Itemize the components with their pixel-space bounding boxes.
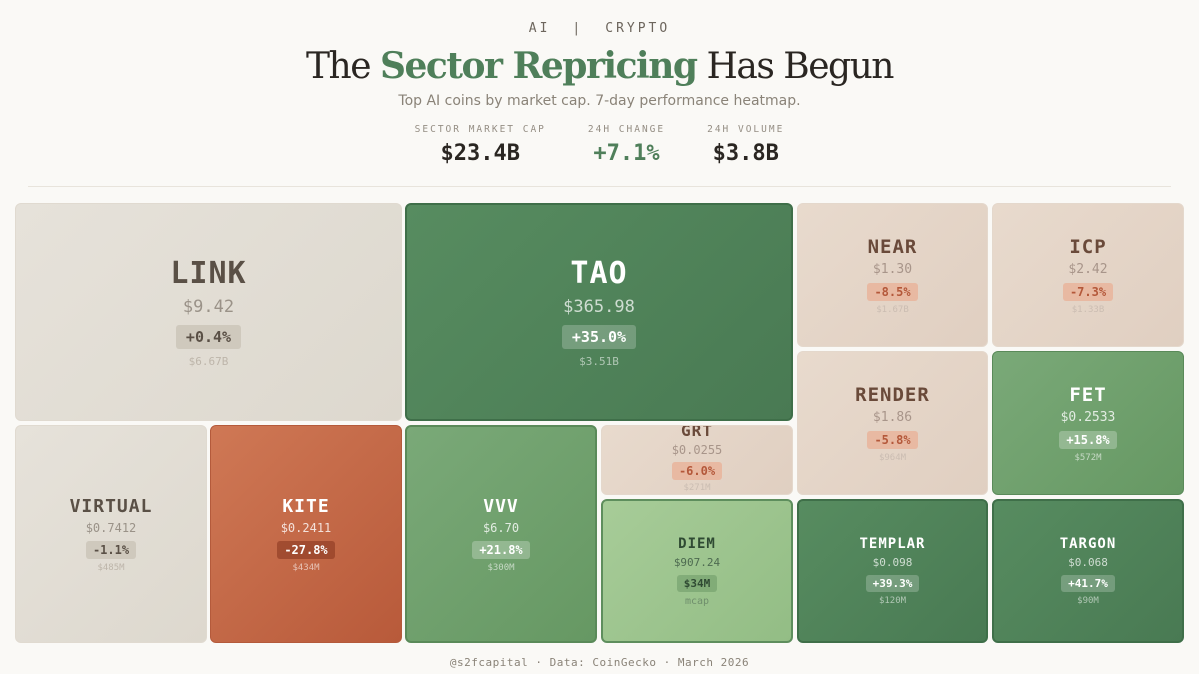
tile-price: $907.24 <box>673 555 721 569</box>
tile-price: $9.42 <box>182 297 235 317</box>
tile-near[interactable]: NEAR $1.30 -8.5% $1.67B <box>797 203 988 347</box>
tile-price: $1.30 <box>872 261 913 277</box>
tile-symbol: TEMPLAR <box>859 536 926 552</box>
tag-separator: | <box>572 21 584 36</box>
tile-mcap: $120M <box>878 596 907 606</box>
tile-mcap: $964M <box>878 452 907 463</box>
stat-label: 24H CHANGE <box>587 124 666 135</box>
tile-change: -5.8% <box>867 430 918 449</box>
stat-24h-volume: 24H VOLUME $3.8B <box>707 124 784 166</box>
tile-mcap: $572M <box>1074 452 1102 463</box>
tile-change: -6.0% <box>671 462 723 480</box>
tile-symbol: DIEM <box>678 535 716 552</box>
tile-symbol: TAO <box>570 256 628 291</box>
tile-price: $0.2411 <box>280 520 332 535</box>
tile-symbol: FET <box>1069 383 1107 406</box>
footer-credit: @s2fcapital · Data: CoinGecko · March 20… <box>449 656 750 669</box>
tile-symbol: VIRTUAL <box>69 495 153 517</box>
page-title: The Sector Repricing Has Begun <box>0 44 1199 89</box>
tile-change: +21.8% <box>472 540 530 559</box>
stat-label: SECTOR MARKET CAP <box>414 124 546 135</box>
title-suffix: Has Begun <box>696 46 894 87</box>
header-divider <box>28 186 1171 187</box>
tile-targon[interactable]: TARGON $0.068 +41.7% $90M <box>992 499 1184 643</box>
tile-tao[interactable]: TAO $365.98 +35.0% $3.51B <box>405 203 793 421</box>
stats-bar: SECTOR MARKET CAP $23.4B 24H CHANGE +7.1… <box>0 124 1199 166</box>
tile-change: +41.7% <box>1061 575 1115 592</box>
tile-render[interactable]: RENDER $1.86 -5.8% $964M <box>797 351 988 495</box>
tile-change: +0.4% <box>175 325 242 349</box>
tile-symbol: GRT <box>681 425 713 440</box>
tile-mcap: $90M <box>1077 596 1099 606</box>
tile-fet[interactable]: FET $0.2533 +15.8% $572M <box>992 351 1184 495</box>
tile-mcap: $485M <box>97 562 125 573</box>
tile-price: $6.70 <box>482 520 520 535</box>
tile-mcap: mcap <box>684 595 710 607</box>
tile-vvv[interactable]: VVV $6.70 +21.8% $300M <box>405 425 597 643</box>
tile-mcap: $434M <box>292 562 320 573</box>
tag-ai: AI <box>528 21 551 36</box>
tile-price: $0.2533 <box>1060 409 1116 425</box>
tile-symbol: RENDER <box>855 383 930 406</box>
tile-mcap: $271M <box>683 483 711 493</box>
tile-symbol: TARGON <box>1059 536 1117 552</box>
tile-mcap: $6.67B <box>188 355 229 368</box>
tile-symbol: LINK <box>170 256 247 291</box>
stat-label: 24H VOLUME <box>707 124 785 135</box>
tile-mcap: $1.67B <box>876 304 909 315</box>
tile-price: $0.0255 <box>671 443 723 457</box>
tile-kite[interactable]: KITE $0.2411 -27.8% $434M <box>210 425 402 643</box>
tile-symbol: VVV <box>483 495 519 517</box>
stat-24h-change: 24H CHANGE +7.1% <box>588 124 665 166</box>
tile-mcap: $1.33B <box>1071 304 1105 315</box>
tile-virtual[interactable]: VIRTUAL $0.7412 -1.1% $485M <box>15 425 207 643</box>
tile-icp[interactable]: ICP $2.42 -7.3% $1.33B <box>992 203 1184 347</box>
tile-mcap: $300M <box>487 562 515 573</box>
tile-price: $0.098 <box>872 556 913 569</box>
tile-price: $365.98 <box>563 297 635 317</box>
tile-link[interactable]: LINK $9.42 +0.4% $6.67B <box>15 203 402 421</box>
title-prefix: The <box>306 46 380 87</box>
tile-mcap: $3.51B <box>579 355 619 368</box>
tile-templar[interactable]: TEMPLAR $0.098 +39.3% $120M <box>797 499 988 643</box>
tile-change: +35.0% <box>561 325 637 349</box>
tile-change: +39.3% <box>865 575 920 592</box>
tile-change: +15.8% <box>1059 430 1117 449</box>
tile-diem[interactable]: DIEM $907.24 $34M mcap <box>601 499 793 643</box>
tile-symbol: NEAR <box>867 235 918 258</box>
tile-price: $0.7412 <box>85 520 137 535</box>
stat-value: +7.1% <box>593 141 660 166</box>
tile-symbol: ICP <box>1069 235 1107 258</box>
tag-crypto: CRYPTO <box>605 21 671 36</box>
tile-price: $2.42 <box>1068 261 1108 277</box>
stat-value: $3.8B <box>712 141 779 166</box>
tile-price: $1.86 <box>872 409 913 425</box>
category-eyebrow: AI | CRYPTO <box>0 21 1199 36</box>
title-accent: Sector Repricing <box>380 45 698 87</box>
tile-change: -7.3% <box>1062 282 1114 301</box>
tile-change: -27.8% <box>277 540 335 559</box>
tile-price: $0.068 <box>1068 556 1108 569</box>
tile-symbol: KITE <box>282 495 330 517</box>
tile-grt[interactable]: GRT $0.0255 -6.0% $271M <box>601 425 793 495</box>
tile-change: $34M <box>676 574 718 592</box>
tile-change: -1.1% <box>85 540 137 559</box>
tile-change: -8.5% <box>867 282 918 301</box>
stat-value: $23.4B <box>440 141 521 166</box>
stat-market-cap: SECTOR MARKET CAP $23.4B <box>415 124 546 166</box>
page-subtitle: Top AI coins by market cap. 7-day perfor… <box>398 93 801 109</box>
